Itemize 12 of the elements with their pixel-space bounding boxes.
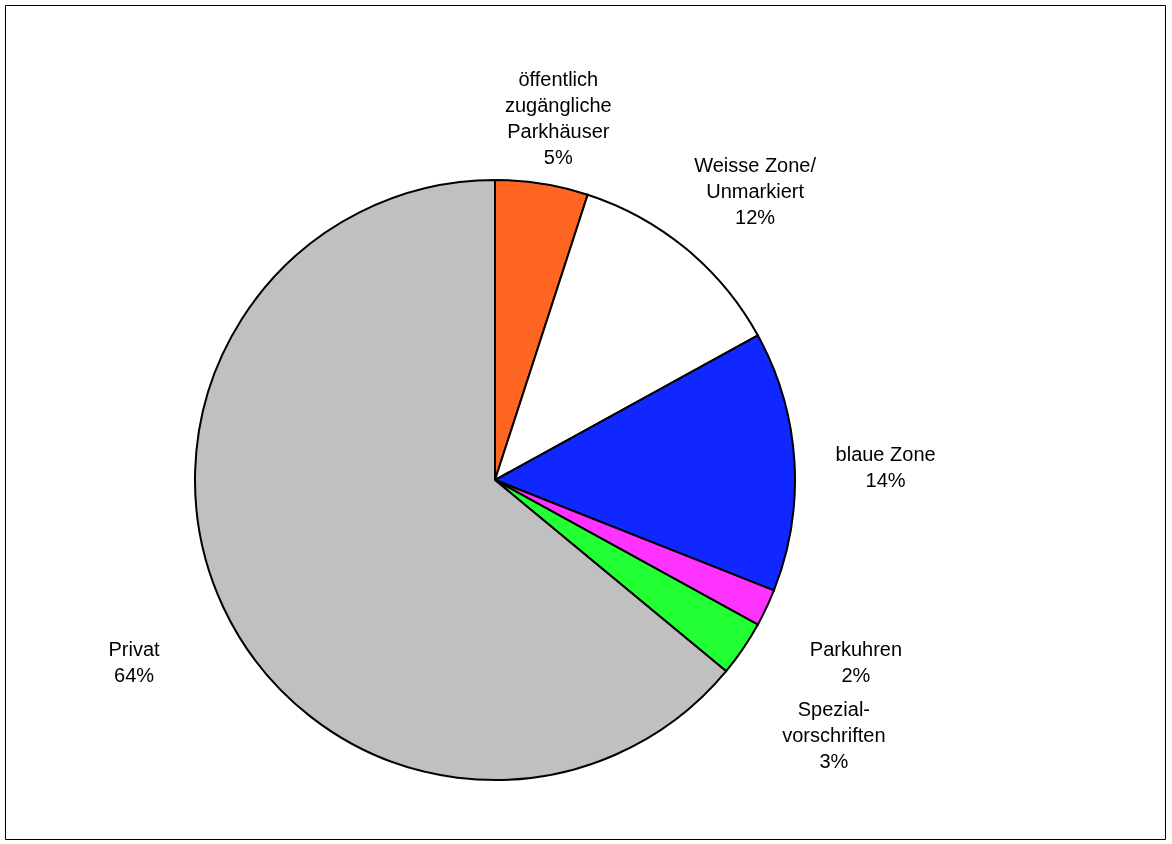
data-label: 14% — [865, 469, 906, 492]
slice-label: Weisse Zone/ Unmarkiert — [694, 153, 817, 202]
data-label: 12% — [735, 205, 776, 228]
data-label: 5% — [543, 146, 573, 169]
data-label: 3% — [819, 750, 849, 773]
slice-label: Parkuhren — [809, 637, 903, 660]
slice-label: öffentlich zugängliche Parkhäuser — [504, 68, 612, 143]
data-label: 2% — [841, 663, 871, 686]
data-label: 64% — [114, 663, 155, 686]
slice-label: Privat — [108, 637, 161, 660]
slice-label: blaue Zone — [835, 443, 936, 466]
slice-label: Spezial- vorschriften — [782, 698, 886, 747]
